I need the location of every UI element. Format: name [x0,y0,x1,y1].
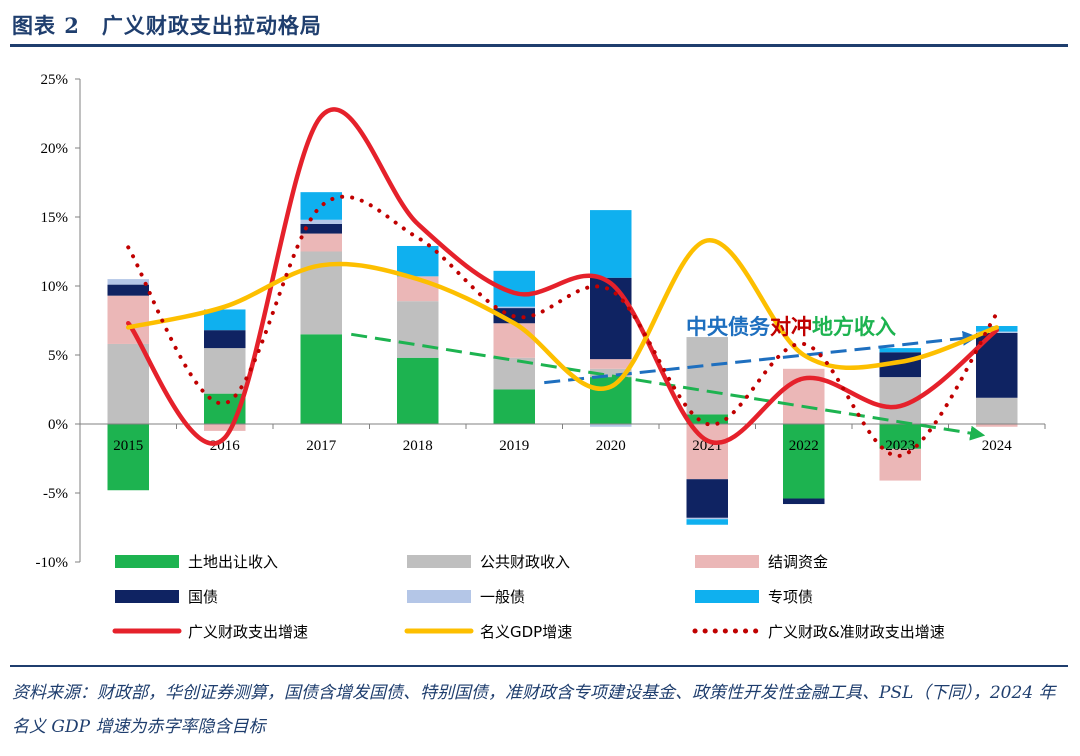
x-tick-label: 2019 [499,438,529,454]
bar-series-0-2022 [783,424,825,499]
y-tick-label: -5% [43,486,68,502]
bar-series-3-2022 [783,498,825,505]
bar-series-0-2023 [879,424,921,449]
bar-series-2-2024 [976,424,1018,427]
x-tick-label: 2015 [113,438,143,454]
bar-series-1-2016 [204,348,246,394]
legend-swatch-series-1 [407,555,471,568]
legend-swatch-series-0 [115,555,179,568]
bar-series-4-2015 [107,279,149,285]
legend-label-series-4: 一般债 [480,588,525,606]
legend-label-series-5: 专项债 [768,588,813,606]
bar-series-2-2019 [493,323,535,358]
bar-series-1-2018 [397,301,439,358]
legend-swatch-series-2 [695,555,759,568]
y-tick-label: -10% [36,555,69,571]
legend-label-series-1: 公共财政收入 [480,553,570,571]
bar-series-5-2021 [686,519,728,525]
legend-label-series-2: 结调资金 [768,553,828,571]
legend-label-series-3: 国债 [188,588,218,606]
bar-series-4-2019 [493,306,535,309]
x-tick-label: 2018 [403,438,433,454]
bar-series-3-2017 [300,223,342,234]
x-tick-label: 2017 [306,438,337,454]
bar-series-1-2020 [590,368,632,378]
x-tick-label: 2020 [596,438,626,454]
legend-label-series-6: 广义财政支出增速 [188,623,308,641]
bar-series-5-2018 [397,245,439,277]
bar-series-3-2015 [107,284,149,296]
bar-series-2-2016 [204,424,246,431]
bar-series-3-2021 [686,479,728,518]
legend-label-series-0: 土地出让收入 [188,553,278,571]
bar-series-4-2021 [686,517,728,520]
x-tick-label: 2022 [789,438,819,454]
bar-series-1-2024 [976,397,1018,424]
bar-series-0-2019 [493,389,535,424]
bar-series-0-2018 [397,357,439,424]
arrow-central-debt-rise [544,330,978,385]
axes-layer: -10%-5%0%5%10%15%20%25%2015 2016 2017 2018 2… [36,72,1046,571]
x-tick-label: 2023 [885,438,915,454]
bar-series-2-2017 [300,233,342,252]
line-series-7 [126,238,999,391]
y-tick-label: 5% [48,348,68,364]
x-tick-label: 2024 [982,438,1013,454]
figure-header: 图表 2 广义财政支出拉动格局 [10,4,1068,44]
bar-series-5-2020 [590,210,632,278]
bar-series-5-2023 [879,348,921,353]
bar-series-3-2020 [590,277,632,360]
bar-series-2-2020 [590,359,632,369]
lines-layer [126,107,999,458]
bar-series-4-2020 [590,424,632,427]
bar-series-2-2021 [686,424,728,480]
bar-series-0-2021 [686,414,728,424]
legend-swatch-series-3 [115,590,179,603]
bars-layer [107,192,1018,525]
legend-swatch-series-5 [695,590,759,603]
bar-series-2-2015 [107,295,149,344]
source-note: 资料来源：财政部，华创证券测算，国债含增发国债、特别国债，准财政含专项建设基金、… [12,683,1056,737]
bar-series-1-2015 [107,343,149,424]
bar-series-0-2017 [300,334,342,424]
footer-rule [10,665,1068,667]
legend-swatch-series-4 [407,590,471,603]
legend-label-series-7: 名义GDP增速 [480,623,572,641]
header-rule [10,44,1068,47]
line-series-6 [126,107,999,446]
y-tick-label: 20% [41,141,69,157]
y-tick-label: 25% [41,72,69,88]
chart: -10%-5%0%5%10%15%20%25%2015 2016 2017 2018 2… [36,72,1046,641]
figure-title: 图表 2 广义财政支出拉动格局 [12,13,322,38]
bar-series-4-2017 [300,219,342,224]
annotation-part: 地方收入 [812,315,896,339]
bar-series-5-2017 [300,192,342,220]
annotation-layer: 中央债务对冲地方收入 [686,315,896,339]
bar-series-5-2016 [204,309,246,331]
y-tick-label: 15% [41,210,69,226]
annotation-part: 对冲 [770,315,812,339]
y-tick-label: 0% [48,417,68,433]
y-tick-label: 10% [41,279,69,295]
bar-series-1-2021 [686,337,728,415]
bar-series-0-2015 [107,424,149,491]
bar-series-0-2020 [590,377,632,424]
bar-series-3-2016 [204,330,246,349]
legend-label-series-8: 广义财政&准财政支出增速 [768,623,945,641]
annotation-part: 中央债务 [686,315,771,339]
annotation-central-debt: 中央债务对冲地方收入 [686,315,896,339]
